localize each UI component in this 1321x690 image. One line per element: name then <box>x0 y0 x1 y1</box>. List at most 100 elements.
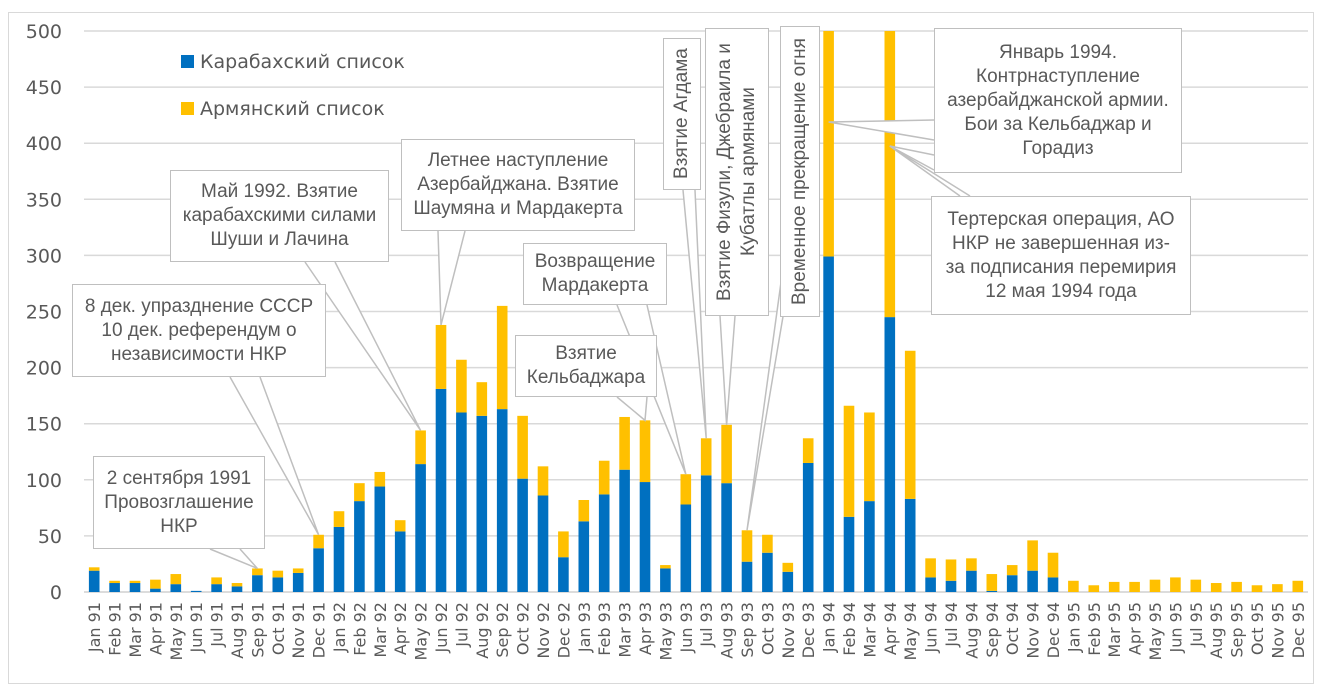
bar-karabakh-oct-92 <box>517 478 528 592</box>
legend-label-armenian: Армянский список <box>200 98 385 120</box>
bar-karabakh-oct-93 <box>762 552 773 592</box>
annotation-shusha-lachin: Май 1992. Взятие карабахскими силами Шуш… <box>170 170 389 262</box>
bar-karabakh-dec-93 <box>802 462 814 592</box>
bar-armenian-sep-94 <box>986 574 998 591</box>
x-tick-label: Jul 92 <box>452 602 471 648</box>
bar-karabakh-aug-93 <box>721 483 732 592</box>
x-tick-label: Apr 94 <box>881 602 900 655</box>
bar-karabakh-may-91 <box>170 584 182 592</box>
x-tick-label: Jun 94 <box>922 602 941 653</box>
bar-armenian-apr-91 <box>150 579 161 589</box>
x-tick-label: Jun 93 <box>677 602 696 653</box>
bar-karabakh-mar-91 <box>129 583 141 592</box>
bar-armenian-aug-92 <box>476 382 488 416</box>
bar-armenian-feb-91 <box>109 580 120 584</box>
annotation-agdam: Взятие Агдама <box>663 38 701 190</box>
x-tick-label: May 95 <box>1146 602 1165 661</box>
x-tick-label: Sep 94 <box>983 602 1002 658</box>
bar-armenian-jul-93 <box>700 438 712 476</box>
bar-armenian-sep-91 <box>252 568 263 576</box>
x-tick-label: May 92 <box>412 602 431 661</box>
annotation-leader <box>889 145 935 171</box>
annotation-mardakert-return: Возвращение Мардакерта <box>523 243 667 305</box>
annotation-terter-operation: Тертерская операция, АО НКР не завершенн… <box>931 196 1191 315</box>
annotation-leader <box>229 376 320 536</box>
bar-karabakh-dec-92 <box>558 557 569 592</box>
bar-karabakh-nov-93 <box>782 571 794 592</box>
bar-armenian-dec-95 <box>1292 580 1304 592</box>
bar-armenian-aug-93 <box>721 424 732 484</box>
bar-karabakh-feb-92 <box>354 501 365 592</box>
bar-karabakh-sep-94 <box>986 590 998 592</box>
x-tick-label: Jan 94 <box>820 602 839 653</box>
bar-armenian-nov-94 <box>1027 540 1038 571</box>
x-tick-label: Oct 91 <box>269 602 288 655</box>
x-tick-label: Jan 91 <box>85 602 104 653</box>
bar-karabakh-jul-94 <box>945 580 957 592</box>
bar-armenian-nov-91 <box>292 568 304 573</box>
bar-karabakh-aug-91 <box>231 586 243 592</box>
bar-karabakh-may-94 <box>904 498 916 592</box>
bar-karabakh-apr-91 <box>150 588 161 592</box>
bar-karabakh-nov-94 <box>1027 570 1038 592</box>
bar-armenian-may-93 <box>660 565 671 569</box>
annotation-kelbajar: Взятие Кельбаджара <box>515 335 657 397</box>
x-tick-label: Sep 91 <box>248 602 267 658</box>
x-tick-label: Aug 93 <box>718 602 737 659</box>
y-tick-label: 300 <box>26 245 62 267</box>
annotation-leader <box>682 189 707 439</box>
bar-karabakh-mar-92 <box>374 486 386 592</box>
bar-armenian-jul-94 <box>945 559 957 581</box>
x-tick-label: May 91 <box>167 602 186 661</box>
x-tick-label: Sep 92 <box>493 602 512 658</box>
bar-armenian-apr-95 <box>1129 581 1140 592</box>
x-tick-label: Apr 92 <box>391 602 410 655</box>
y-tick-label: 350 <box>26 189 62 211</box>
annotation-ceasefire: Временное прекращение огня <box>780 26 820 317</box>
bar-armenian-jul-95 <box>1190 579 1202 592</box>
x-tick-label: Feb 95 <box>1085 602 1104 656</box>
bar-karabakh-nov-91 <box>292 572 304 592</box>
bar-karabakh-feb-93 <box>598 494 610 592</box>
x-tick-label: Jul 93 <box>697 602 716 648</box>
bar-armenian-feb-94 <box>843 405 855 517</box>
x-tick-label: Jan 92 <box>330 602 349 653</box>
bar-karabakh-jun-94 <box>925 577 936 592</box>
annotation-nkr-declaration: 2 сентября 1991 Провозглашение НКР <box>93 456 265 549</box>
bar-armenian-sep-93 <box>741 530 753 562</box>
annotation-leader <box>828 119 935 141</box>
bar-armenian-dec-93 <box>802 438 814 463</box>
x-tick-label: Dec 95 <box>1289 602 1308 658</box>
bar-armenian-dec-94 <box>1047 552 1059 578</box>
bar-armenian-aug-95 <box>1210 583 1222 592</box>
y-tick-label: 450 <box>26 77 62 99</box>
x-tick-label: Jul 94 <box>942 602 961 648</box>
bar-armenian-jan-91 <box>88 567 100 571</box>
bar-karabakh-mar-94 <box>864 501 875 592</box>
bar-armenian-jun-95 <box>1170 577 1181 592</box>
bar-armenian-aug-94 <box>966 558 977 571</box>
x-tick-label: Aug 91 <box>228 602 247 659</box>
x-tick-label: Apr 95 <box>1126 602 1145 655</box>
bar-karabakh-jun-93 <box>680 504 692 592</box>
annotation-leader <box>209 548 258 570</box>
bar-karabakh-sep-93 <box>741 561 753 592</box>
bar-armenian-jul-91 <box>211 577 222 585</box>
bar-armenian-may-95 <box>1149 579 1161 592</box>
annotation-leader <box>746 274 791 531</box>
annotation-january-1994-counteroffensive: Январь 1994. Контрнаступление азербайджа… <box>934 28 1182 173</box>
bar-karabakh-jun-92 <box>435 388 447 592</box>
x-tick-label: Sep 95 <box>1228 602 1247 658</box>
annotation-summer-offensive: Летнее наступление Азербайджана. Взятие … <box>401 139 635 231</box>
bar-karabakh-apr-93 <box>639 482 651 592</box>
x-tick-label: Jul 95 <box>1187 602 1206 648</box>
bar-armenian-feb-92 <box>354 483 365 502</box>
x-tick-label: Jun 95 <box>1166 602 1185 653</box>
y-tick-label: 400 <box>26 133 62 155</box>
x-tick-label: Nov 92 <box>534 602 553 659</box>
x-tick-label: Feb 94 <box>840 602 859 656</box>
bar-karabakh-jul-93 <box>700 475 712 592</box>
y-tick-label: 200 <box>26 358 62 380</box>
bar-armenian-jul-92 <box>456 359 467 413</box>
bar-armenian-apr-94 <box>884 31 896 318</box>
